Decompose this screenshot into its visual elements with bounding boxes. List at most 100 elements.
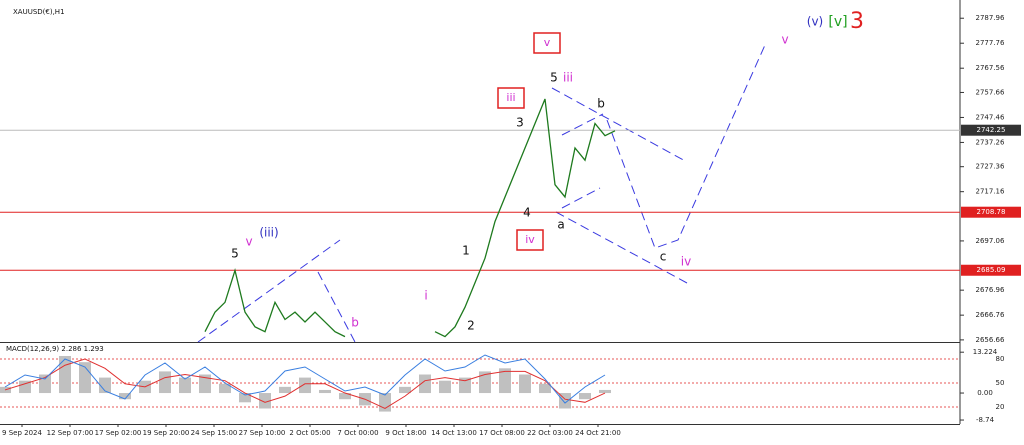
y-tick-label: 13.224	[973, 348, 998, 356]
histogram-bar	[99, 377, 111, 394]
wave-label: [v]	[828, 14, 847, 30]
wave-label: v	[544, 36, 551, 49]
price-label-box	[961, 124, 1021, 136]
wave-label: iii	[506, 91, 515, 104]
histogram-bar	[499, 368, 511, 394]
x-tick-label: 17 Sep 02:00	[95, 429, 142, 437]
x-tick-label: 2 Oct 05:00	[289, 429, 330, 437]
histogram-bar	[119, 393, 131, 400]
histogram-bar	[19, 380, 31, 394]
histogram-bar	[459, 377, 471, 394]
wave-label-box	[516, 229, 544, 251]
y2-tick-label: 50	[996, 379, 1005, 387]
x-tick-label: 19 Sep 20:00	[143, 429, 190, 437]
histogram-bar	[219, 383, 231, 394]
x-tick-label: 17 Oct 08:00	[479, 429, 525, 437]
x-tick-label: 24 Sep 15:00	[191, 429, 238, 437]
indicator-line	[4, 358, 606, 410]
projection-path	[606, 44, 766, 249]
price-label: 2742.25	[977, 126, 1006, 134]
wave-label: v	[245, 235, 252, 249]
histogram-bar	[339, 393, 351, 400]
y-tick-label: 2717.16	[976, 188, 1005, 196]
x-tick-label: 24 Oct 21:00	[575, 429, 621, 437]
price-label: 2708.78	[977, 208, 1006, 216]
y-tick-label: 2676.96	[976, 286, 1005, 294]
price-label-box	[961, 206, 1021, 218]
wave-label: v	[781, 33, 788, 47]
wave-label-box	[497, 87, 525, 109]
histogram-bar	[159, 371, 171, 394]
channel-line	[551, 87, 688, 163]
channel-line	[555, 211, 688, 284]
wave-projection	[197, 44, 766, 343]
y-tick-label: 2787.96	[976, 14, 1005, 22]
y-tick-label: 2666.76	[976, 311, 1005, 319]
histogram-bar	[319, 389, 331, 394]
wave-label: c	[660, 250, 667, 264]
y2-tick-label: 80	[996, 355, 1005, 363]
wave-label: b	[597, 97, 605, 111]
wave-label: iii	[563, 71, 573, 85]
histogram-bar	[439, 380, 451, 394]
histogram-bar	[279, 386, 291, 394]
channel-line	[561, 113, 604, 209]
x-tick-label: 12 Sep 07:00	[47, 429, 94, 437]
wave-label: 5	[550, 71, 558, 85]
y2-tick-label: 20	[996, 403, 1005, 411]
channel-line	[197, 239, 356, 343]
indicator-line	[4, 354, 606, 404]
price-label-box	[961, 264, 1021, 276]
price-line-series	[204, 98, 616, 338]
x-tick-label: 9 Sep 2024	[2, 429, 42, 437]
symbol-title: XAUUSD(€),H1	[13, 8, 65, 16]
wave-label: 1	[462, 244, 470, 258]
histogram-bar	[479, 371, 491, 394]
x-tick-label: 14 Oct 13:00	[431, 429, 477, 437]
histogram-bar	[59, 355, 71, 394]
y-tick-label: -8.74	[976, 416, 995, 424]
histogram-bar	[579, 393, 591, 400]
wave-label: 5	[231, 247, 239, 261]
wave-label: a	[557, 218, 564, 232]
wave-label: (v)	[807, 15, 823, 29]
y-tick-label: 2656.66	[976, 336, 1005, 344]
x-tick-label: 9 Oct 18:00	[385, 429, 426, 437]
wave-label: b	[351, 316, 359, 330]
histogram-bar	[419, 374, 431, 394]
y-tick-label: 2757.66	[976, 88, 1005, 96]
wave-label: iv	[525, 233, 535, 246]
wave-label: 3	[516, 116, 524, 130]
y-tick-label: 2767.56	[976, 64, 1005, 72]
histogram-bar	[399, 386, 411, 394]
histogram-bar	[599, 389, 611, 394]
y-tick-label: 2727.36	[976, 163, 1005, 171]
wave-label-box	[533, 32, 561, 54]
price-label: 2685.09	[977, 266, 1006, 274]
histogram-bar	[539, 383, 551, 394]
histogram-bar	[179, 377, 191, 394]
y-tick-label: 2737.26	[976, 138, 1005, 146]
y-tick-label: 0.00	[977, 389, 993, 397]
x-tick-label: 7 Oct 00:00	[337, 429, 378, 437]
histogram-bar	[519, 374, 531, 394]
histogram-bar	[199, 374, 211, 394]
indicator-title: MACD(12,26,9) 2.286 1.293	[6, 345, 104, 353]
wave-label: 4	[523, 206, 531, 220]
histogram-bar	[239, 393, 251, 403]
wave-label: 3	[850, 9, 864, 34]
y-tick-label: 2777.76	[976, 39, 1005, 47]
histogram-bar	[299, 377, 311, 394]
wave-label: (iii)	[259, 226, 278, 240]
wave-label: 2	[467, 319, 475, 333]
wave-label: i	[424, 289, 427, 303]
histogram-bar	[259, 393, 271, 409]
x-tick-label: 27 Sep 10:00	[239, 429, 286, 437]
wave-label: iv	[681, 255, 691, 269]
histogram-bar	[39, 374, 51, 394]
y-tick-label: 2697.06	[976, 237, 1005, 245]
y-tick-label: 2747.46	[976, 113, 1005, 121]
x-tick-label: 22 Oct 03:00	[527, 429, 573, 437]
